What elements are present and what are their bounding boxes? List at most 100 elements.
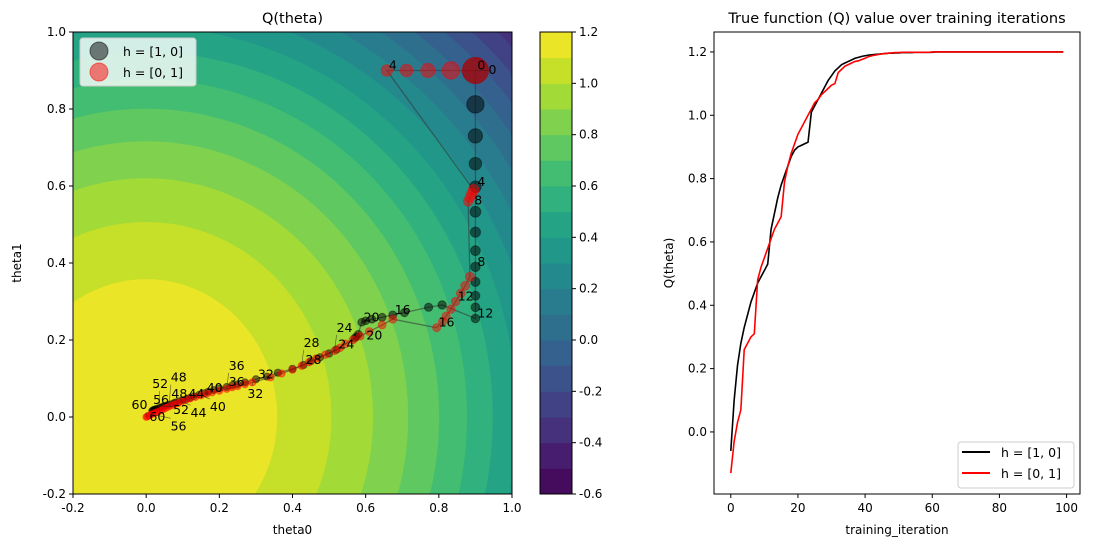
trajectory-point [266, 373, 275, 382]
iteration-annotations: 0481216202428323640444852566004812162024… [132, 58, 497, 434]
y-tick-label: 0.8 [688, 172, 707, 186]
iteration-annotation: 8 [474, 193, 482, 208]
trajectory-point [470, 245, 481, 257]
left-title: Q(theta) [262, 11, 323, 27]
y-tick-label: 0.4 [47, 256, 66, 270]
colorbar-band [540, 468, 572, 495]
x-tick-label: 100 [1055, 501, 1078, 515]
annotation-leader-line [226, 372, 229, 389]
iteration-annotation: 44 [188, 386, 204, 401]
right-xlabel: training_iteration [845, 523, 948, 537]
trajectory-point [215, 386, 224, 395]
left-ylabel: theta1 [10, 243, 24, 282]
trajectory-point [277, 369, 286, 378]
iteration-annotation: 32 [258, 366, 274, 381]
iteration-annotation: 12 [477, 305, 493, 320]
y-tick-label: 0.0 [688, 425, 707, 439]
legend-marker-h01 [89, 62, 109, 82]
trajectory-point [240, 380, 250, 389]
colorbar-band [540, 57, 572, 84]
right-legend-box [957, 441, 1075, 489]
colorbar-band [540, 134, 572, 161]
trajectory-point [470, 261, 481, 273]
colorbar-tick-label: 0.8 [579, 128, 598, 142]
x-tick-label: 0.0 [137, 501, 156, 515]
left-legend-box [79, 37, 197, 87]
trajectory-point [288, 365, 297, 374]
trajectory-point [469, 205, 482, 218]
iteration-annotation: 28 [306, 352, 322, 367]
x-tick-label: 40 [857, 501, 872, 515]
iteration-annotation: 32 [247, 386, 263, 401]
iteration-annotation: 20 [364, 309, 380, 324]
right-axes-frame [713, 31, 1081, 495]
y-tick-label: 0.8 [47, 102, 66, 116]
colorbar-band [540, 365, 572, 392]
trajectory-point [341, 339, 350, 349]
y-tick-label: 0.6 [47, 179, 66, 193]
iteration-annotation: 20 [366, 327, 382, 342]
iteration-annotation: 0 [477, 58, 485, 73]
trajectory-point [380, 64, 394, 77]
trajectory-point [348, 335, 358, 345]
iteration-annotation: 40 [210, 399, 226, 414]
right-legend: h = [1, 0] h = [0, 1] [957, 441, 1075, 489]
trajectory-point [470, 290, 481, 301]
right-ylabel: Q(theta) [662, 238, 676, 289]
trajectory-point [437, 316, 448, 327]
trajectory-point [357, 317, 367, 327]
trajectory-point [469, 226, 482, 238]
colorbar-band [540, 263, 572, 290]
trajectory-point [377, 320, 387, 330]
iteration-annotation: 52 [173, 402, 189, 417]
colorbar-band [540, 442, 572, 469]
trajectory-point [321, 350, 330, 359]
trajectory-point [460, 280, 471, 291]
y-tick-label: -0.2 [43, 487, 66, 501]
iteration-annotation: 60 [132, 397, 148, 412]
iteration-annotation: 12 [458, 289, 474, 304]
colorbar-band [540, 211, 572, 238]
trajectory-point [450, 296, 461, 307]
x-tick-label: 1.0 [502, 501, 521, 515]
colorbar-tick-label: 0.0 [579, 333, 598, 347]
colorbar-band [540, 32, 572, 59]
y-tick-label: 0.4 [688, 298, 707, 312]
trajectory-point [468, 156, 483, 171]
colorbar-tick-label: 0.6 [579, 179, 598, 193]
y-tick-label: 0.6 [688, 235, 707, 249]
iteration-annotation: 44 [191, 405, 207, 420]
colorbar-tick-label: 1.0 [579, 76, 598, 90]
iteration-annotation: 56 [171, 418, 187, 433]
legend-label-h01: h = [0, 1] [1001, 466, 1061, 481]
iteration-annotation: 24 [338, 337, 354, 352]
legend-label-h10: h = [1, 0] [123, 44, 183, 59]
iteration-annotation: 28 [304, 335, 320, 350]
annotation-leader-line [334, 334, 337, 351]
left-legend: h = [1, 0] h = [0, 1] [79, 37, 197, 87]
colorbar: -0.6 -0.4 -0.2 0.0 0.2 0.4 0.6 0.8 1.0 1.2 [539, 25, 602, 501]
trajectory-point [470, 302, 481, 313]
trajectory-point [455, 288, 466, 299]
annotation-leader-line [168, 384, 172, 407]
y-tick-label: 0.2 [47, 333, 66, 347]
trajectory-point [355, 331, 365, 341]
left-ticks: -0.2 0.0 0.2 0.4 0.6 0.8 1.0 -0.2 0.0 0.2 0.4 0.6 0.… [43, 25, 522, 515]
left-xlabel: theta0 [273, 523, 312, 537]
x-tick-label: 0.8 [429, 501, 448, 515]
legend-marker-h10 [89, 41, 109, 61]
iteration-annotation: 48 [171, 386, 187, 401]
y-tick-label: 0.0 [47, 410, 66, 424]
trajectory-point [467, 128, 484, 144]
iteration-annotation: 36 [229, 358, 245, 373]
iteration-annotation: 16 [439, 315, 455, 330]
iteration-annotation: 16 [395, 302, 411, 317]
trajectory-point [399, 308, 410, 318]
iteration-annotation: 40 [207, 380, 223, 395]
colorbar-band [540, 109, 572, 136]
colorbar-tick-label: -0.2 [579, 384, 602, 398]
annotation-leader-line [301, 349, 304, 366]
trajectory-point [466, 95, 485, 114]
colorbar-tick-label: 1.2 [579, 25, 598, 39]
